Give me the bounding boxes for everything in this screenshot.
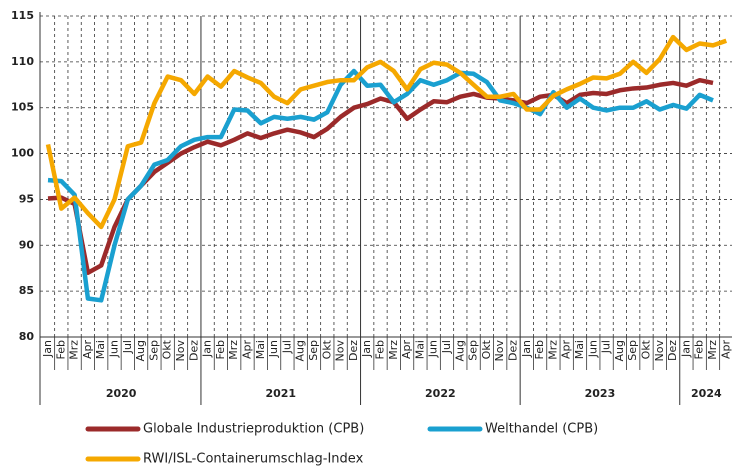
x-tick-label: Mai bbox=[573, 340, 586, 359]
legend-label: Globale Industrieproduktion (CPB) bbox=[143, 422, 364, 437]
x-tick-label: Sep bbox=[307, 340, 320, 361]
y-tick-label: 95 bbox=[19, 192, 34, 205]
x-tick-label: Jan bbox=[201, 340, 214, 358]
x-tick-label: Mrz bbox=[227, 340, 240, 360]
x-tick-label: Okt bbox=[161, 339, 174, 359]
x-tick-label: Mai bbox=[254, 340, 267, 359]
year-label: 2024 bbox=[691, 387, 722, 400]
x-tick-label: Mai bbox=[94, 340, 107, 359]
x-tick-label: Jul bbox=[600, 340, 613, 354]
series-line bbox=[47, 68, 714, 303]
x-tick-label: Sep bbox=[467, 340, 480, 361]
year-label: 2023 bbox=[585, 387, 616, 400]
series-line bbox=[47, 77, 714, 276]
x-tick-label: Jul bbox=[121, 340, 134, 354]
x-tick-label: Jun bbox=[108, 340, 121, 358]
x-tick-label: Feb bbox=[54, 340, 67, 359]
x-tick-label: Feb bbox=[214, 340, 227, 359]
x-tick-label: Jul bbox=[280, 340, 293, 354]
x-tick-label: Aug bbox=[134, 340, 147, 361]
x-tick-label: Nov bbox=[334, 340, 347, 362]
x-tick-label: Jun bbox=[586, 340, 599, 358]
x-tick-label: Jan bbox=[360, 340, 373, 358]
x-tick-label: Aug bbox=[453, 340, 466, 361]
y-tick-label: 100 bbox=[11, 147, 34, 160]
x-tick-label: Dez bbox=[347, 340, 360, 361]
x-tick-label: Dez bbox=[507, 340, 520, 361]
y-tick-label: 80 bbox=[19, 330, 35, 343]
x-tick-label: Mrz bbox=[546, 340, 559, 360]
year-label: 2020 bbox=[106, 387, 137, 400]
y-tick-label: 115 bbox=[11, 9, 34, 22]
x-tick-label: Sep bbox=[147, 340, 160, 361]
x-tick-label: Apr bbox=[241, 340, 254, 360]
x-tick-label: Apr bbox=[400, 340, 413, 360]
x-tick-label: Nov bbox=[653, 340, 666, 362]
x-tick-label: Mrz bbox=[68, 340, 81, 360]
x-tick-label: Jan bbox=[520, 340, 533, 358]
x-tick-label: Dez bbox=[187, 340, 200, 361]
x-tick-label: Mrz bbox=[387, 340, 400, 360]
x-tick-label: Okt bbox=[640, 339, 653, 359]
y-tick-label: 90 bbox=[19, 238, 35, 251]
x-tick-label: Jan bbox=[41, 340, 54, 358]
y-tick-label: 105 bbox=[11, 101, 34, 114]
legend-label: Welthandel (CPB) bbox=[485, 422, 598, 437]
x-tick-label: Jun bbox=[427, 340, 440, 358]
x-tick-label: Feb bbox=[533, 340, 546, 359]
x-tick-label: Feb bbox=[693, 340, 706, 359]
y-tick-label: 85 bbox=[19, 284, 34, 297]
year-label: 2022 bbox=[425, 387, 456, 400]
x-tick-label: Jan bbox=[679, 340, 692, 358]
x-tick-label: Nov bbox=[493, 340, 506, 362]
x-tick-label: Okt bbox=[480, 339, 493, 359]
x-tick-label: Dez bbox=[666, 340, 679, 361]
x-tick-label: Feb bbox=[374, 340, 387, 359]
x-tick-label: Okt bbox=[320, 339, 333, 359]
x-tick-label: Mai bbox=[413, 340, 426, 359]
y-tick-label: 110 bbox=[11, 55, 34, 68]
x-tick-label: Jul bbox=[440, 340, 453, 354]
series-line bbox=[45, 34, 728, 230]
x-tick-label: Jun bbox=[267, 340, 280, 358]
year-label: 2021 bbox=[265, 387, 296, 400]
x-tick-label: Sep bbox=[626, 340, 639, 361]
x-tick-label: Apr bbox=[560, 340, 573, 360]
x-tick-label: Mrz bbox=[706, 340, 719, 360]
x-tick-label: Apr bbox=[81, 340, 94, 360]
x-tick-label: Aug bbox=[294, 340, 307, 361]
x-tick-label: Nov bbox=[174, 340, 187, 362]
legend-label: RWI/ISL-Containerumschlag-Index bbox=[143, 452, 364, 467]
x-tick-label: Apr bbox=[719, 340, 732, 360]
x-tick-label: Aug bbox=[613, 340, 626, 361]
